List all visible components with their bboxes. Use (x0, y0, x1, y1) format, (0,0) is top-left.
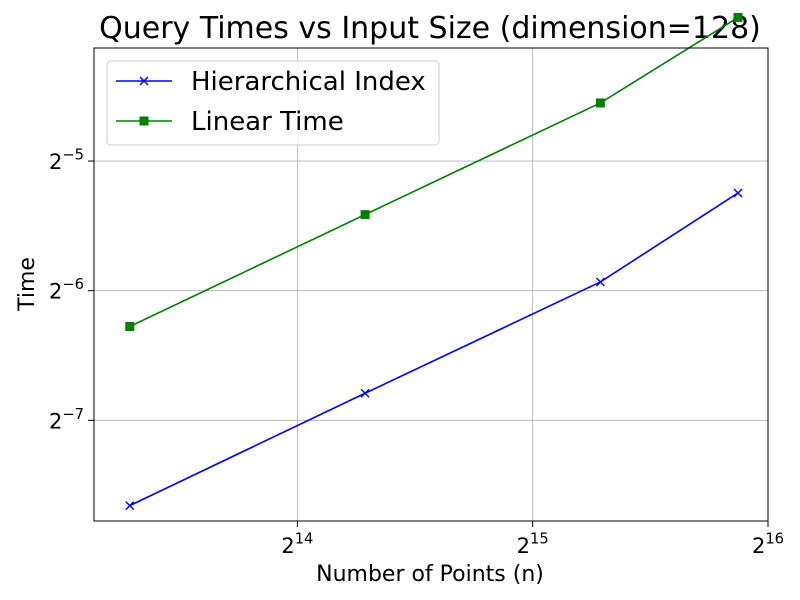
series-layer (125, 12, 743, 511)
tick-labels: 214 215 216 2−5 2−6 2−7 (49, 147, 784, 558)
x-tick-label: 216 (752, 531, 784, 558)
series-1 (125, 188, 743, 511)
x-tick-label: 214 (281, 531, 313, 558)
legend-label: Hierarchical Index (191, 67, 426, 97)
y-tick-label: 2−5 (49, 147, 84, 174)
legend-label: Linear Time (191, 107, 344, 137)
y-axis-label: Time (15, 257, 40, 312)
data-point (595, 98, 605, 108)
data-point (733, 188, 743, 198)
legend-marker (139, 116, 149, 126)
legend-box (106, 60, 440, 146)
x-tick-label: 215 (517, 531, 549, 558)
data-point (360, 388, 370, 398)
legend-item: Hierarchical Index (116, 67, 426, 97)
series-line (129, 192, 739, 507)
legend: Hierarchical Index Linear Time (106, 60, 440, 146)
x-axis-label: Number of Points (n) (316, 562, 544, 587)
chart-title: Query Times vs Input Size (dimension=128… (99, 11, 761, 46)
legend-marker (139, 76, 149, 86)
data-point (595, 277, 605, 287)
data-point (360, 210, 370, 220)
series-2 (125, 12, 743, 332)
axes (88, 47, 769, 527)
y-tick-label: 2−7 (49, 406, 84, 433)
plot-frame (93, 47, 769, 522)
series-line (129, 16, 739, 328)
data-point (125, 322, 135, 332)
y-tick-label: 2−6 (49, 276, 84, 303)
legend-item: Linear Time (116, 107, 344, 137)
data-point (125, 501, 135, 511)
data-point (733, 12, 743, 22)
